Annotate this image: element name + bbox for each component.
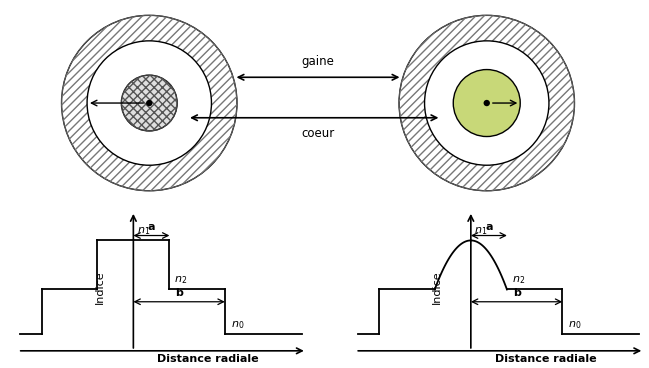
Text: $n_1$: $n_1$	[474, 225, 487, 237]
Text: Indice: Indice	[95, 270, 104, 304]
Circle shape	[62, 15, 237, 191]
Circle shape	[484, 100, 490, 106]
Text: b: b	[175, 288, 183, 298]
Circle shape	[87, 41, 212, 165]
Text: $n_1$: $n_1$	[137, 225, 150, 237]
Circle shape	[121, 75, 177, 131]
Circle shape	[399, 15, 574, 191]
Text: $n_0$: $n_0$	[568, 319, 582, 331]
Circle shape	[146, 100, 153, 106]
Text: a: a	[148, 222, 155, 231]
Text: $n_2$: $n_2$	[512, 274, 525, 286]
Circle shape	[424, 41, 549, 165]
Circle shape	[453, 70, 520, 137]
Text: Indice: Indice	[432, 270, 442, 304]
Text: $n_2$: $n_2$	[175, 274, 188, 286]
Text: a: a	[485, 222, 493, 231]
Text: coeur: coeur	[301, 127, 335, 140]
Text: gaine: gaine	[302, 55, 334, 68]
Text: Distance radiale: Distance radiale	[157, 354, 259, 364]
Text: Distance radiale: Distance radiale	[495, 354, 596, 364]
Text: $n_0$: $n_0$	[230, 319, 244, 331]
Text: b: b	[513, 288, 520, 298]
